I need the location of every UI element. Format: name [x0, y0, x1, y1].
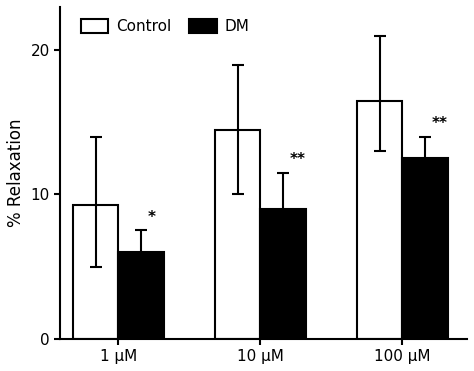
Text: **: ** — [290, 152, 305, 167]
Bar — [402, 158, 447, 339]
Bar — [357, 101, 402, 339]
Bar — [118, 252, 164, 339]
Legend: Control, DM: Control, DM — [76, 14, 254, 39]
Bar — [260, 209, 306, 339]
Text: *: * — [147, 210, 155, 225]
Bar — [73, 204, 118, 339]
Text: **: ** — [431, 116, 447, 131]
Y-axis label: % Relaxation: % Relaxation — [7, 119, 25, 227]
Bar — [215, 129, 260, 339]
